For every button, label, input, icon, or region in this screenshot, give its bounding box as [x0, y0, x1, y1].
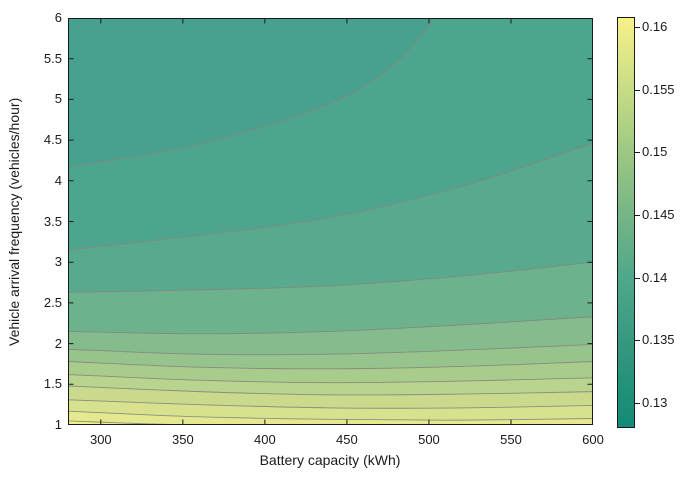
colorbar-tick-mark	[635, 152, 640, 154]
colorbar-tick-label: 0.16	[642, 19, 668, 35]
x-tick-label: 400	[254, 432, 276, 447]
x-tick-label: 300	[89, 432, 112, 447]
colorbar-tick-label: 0.15	[642, 144, 668, 160]
y-tick-label: 6	[54, 10, 62, 25]
colorbar-tick-label: 0.135	[642, 332, 675, 348]
colorbar-tick-mark	[635, 214, 640, 216]
x-tick-label: 550	[500, 432, 522, 447]
y-tick-label: 2	[54, 335, 62, 351]
y-tick-label: 5.5	[43, 50, 62, 66]
x-tick-label: 450	[336, 432, 358, 447]
y-tick-label: 4	[54, 172, 62, 188]
y-tick-label: 3	[54, 254, 62, 270]
colorbar-tick-label: 0.145	[642, 206, 675, 222]
colorbar-tick-mark	[635, 340, 640, 342]
x-tick-label: 350	[171, 432, 194, 447]
y-tick-label: 5	[54, 91, 62, 107]
colorbar-tick-label: 0.14	[642, 269, 668, 285]
colorbar-tick-label: 0.155	[642, 81, 675, 97]
y-tick-label: 1	[54, 417, 62, 432]
x-tick-label: 600	[582, 432, 604, 447]
y-tick-label: 4.5	[43, 132, 62, 148]
colorbar	[617, 17, 635, 428]
y-tick-label: 1.5	[43, 376, 62, 392]
colorbar-tick-mark	[635, 402, 640, 404]
x-tick-label: 500	[418, 432, 440, 447]
colorbar-tick-label: 0.13	[642, 394, 668, 410]
colorbar-tick-mark	[635, 89, 640, 91]
colorbar-tick-mark	[635, 277, 640, 279]
y-axis-label: Vehicle arrival frequency (vehicles/hour…	[6, 97, 22, 346]
y-tick-label: 2.5	[43, 294, 62, 310]
colorbar-tick-mark	[635, 27, 640, 29]
y-tick-label: 3.5	[43, 213, 62, 229]
contour-plot	[68, 18, 593, 425]
x-axis-label: Battery capacity (kWh)	[259, 452, 401, 468]
